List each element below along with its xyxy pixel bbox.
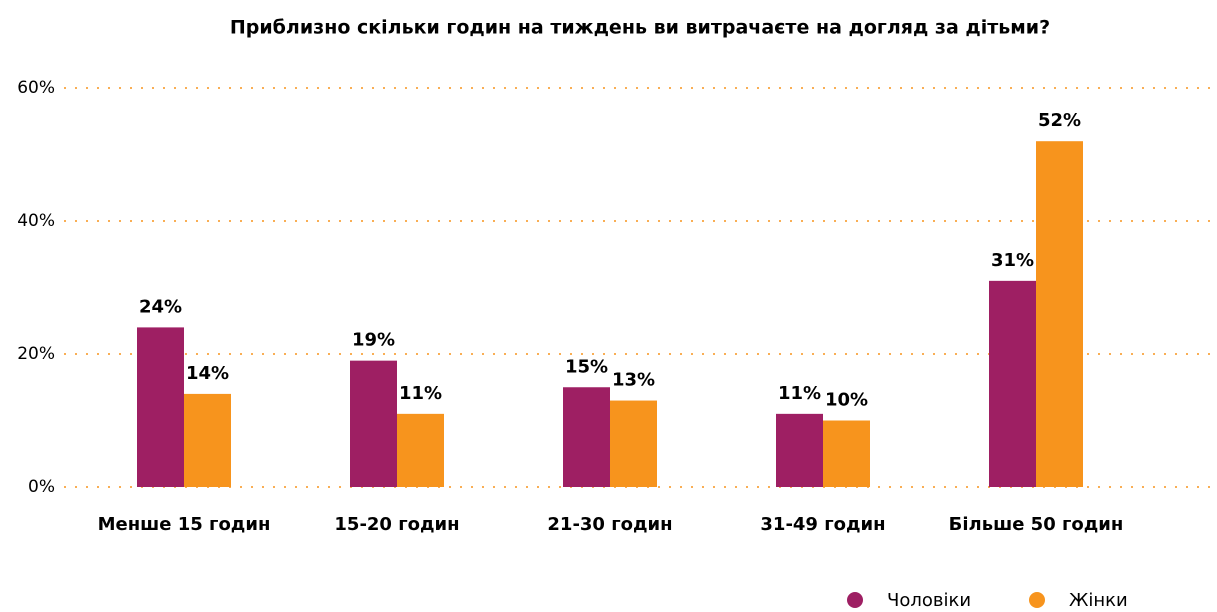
bar bbox=[563, 387, 610, 487]
value-label: 52% bbox=[1038, 110, 1081, 131]
bar bbox=[823, 420, 870, 487]
value-label: 14% bbox=[186, 363, 229, 384]
bar bbox=[350, 360, 397, 487]
chart-title: Приблизно скільки годин на тиждень ви ви… bbox=[230, 17, 1050, 39]
x-tick-label: 31-49 годин bbox=[760, 514, 885, 535]
bar bbox=[137, 327, 184, 487]
value-label: 31% bbox=[991, 250, 1034, 271]
x-tick-label: 15-20 годин bbox=[334, 514, 459, 535]
y-tick-label: 20% bbox=[17, 344, 55, 364]
bar bbox=[989, 280, 1036, 487]
bar bbox=[184, 393, 231, 487]
value-label: 10% bbox=[825, 390, 868, 411]
y-tick-label: 0% bbox=[28, 477, 55, 497]
bar bbox=[1036, 141, 1083, 487]
legend-label: Чоловіки bbox=[887, 590, 971, 611]
value-label: 13% bbox=[612, 370, 655, 391]
value-label: 15% bbox=[565, 356, 608, 377]
bar bbox=[397, 413, 444, 487]
value-label: 11% bbox=[399, 383, 442, 404]
x-tick-label: Більше 50 годин bbox=[949, 514, 1124, 535]
x-tick-label: Менше 15 годин bbox=[98, 514, 271, 535]
bar bbox=[776, 413, 823, 487]
x-tick-label: 21-30 годин bbox=[547, 514, 672, 535]
value-label: 11% bbox=[778, 383, 821, 404]
value-label: 19% bbox=[352, 330, 395, 351]
y-tick-label: 60% bbox=[17, 78, 55, 98]
legend-marker bbox=[847, 592, 863, 608]
bar bbox=[610, 400, 657, 487]
value-label: 24% bbox=[139, 296, 182, 317]
legend-label: Жінки bbox=[1069, 590, 1128, 611]
y-tick-label: 40% bbox=[17, 211, 55, 231]
legend-marker bbox=[1029, 592, 1045, 608]
